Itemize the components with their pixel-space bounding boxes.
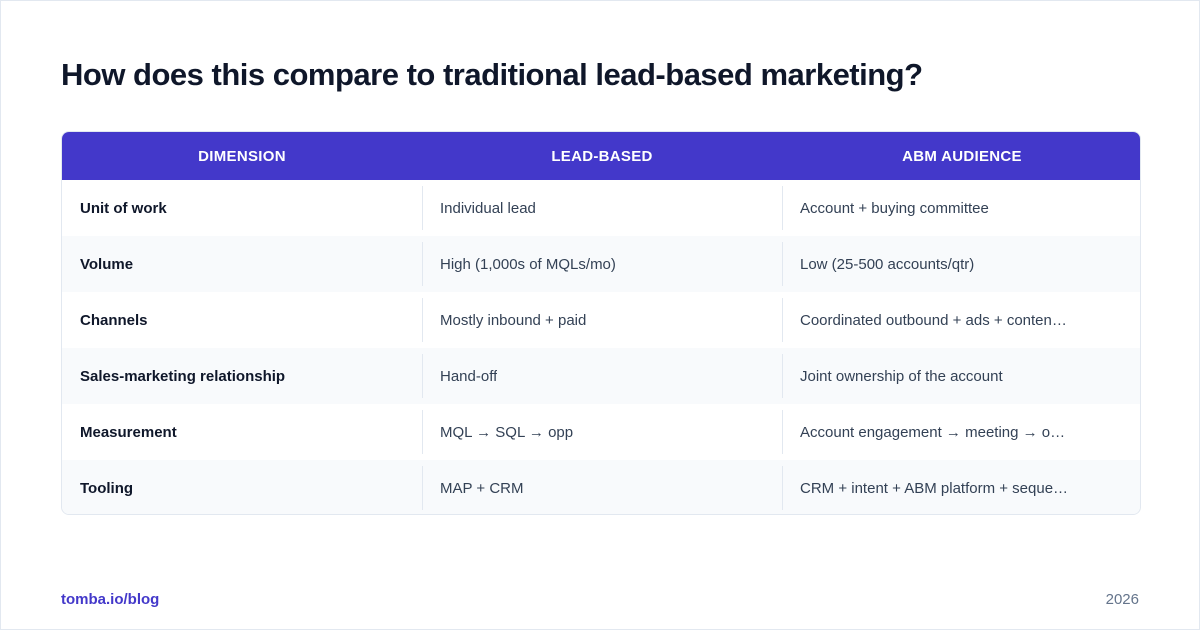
cell-text: Sales-marketing relationship [80, 367, 286, 385]
page-title: How does this compare to traditional lea… [61, 57, 923, 92]
cell-text: MAP + CRM [440, 479, 524, 497]
row-abm-cell: Account engagement → meeting → opp … [782, 404, 1140, 460]
row-dimension-cell: Tooling [62, 460, 422, 514]
row-lead-based-cell: MAP + CRM [422, 460, 782, 514]
table-row: Sales-marketing relationship Hand-off Jo… [62, 348, 1140, 404]
source-link[interactable]: tomba.io/blog [61, 591, 160, 608]
table-row: Volume High (1,000s of MQLs/mo) Low (25-… [62, 236, 1140, 292]
row-abm-cell: Low (25-500 accounts/qtr) [782, 236, 1140, 292]
cell-text: Account engagement → meeting → opp … [800, 423, 1070, 441]
cell-text: Unit of work [80, 199, 167, 217]
cell-text: Coordinated outbound + ads + conten… [800, 311, 1067, 329]
cell-text: Channels [80, 311, 148, 329]
cell-text: Volume [80, 255, 134, 273]
cell-text: MQL → SQL → opp [440, 423, 574, 441]
row-lead-based-cell: Mostly inbound + paid [422, 292, 782, 348]
cell-text: Low (25-500 accounts/qtr) [800, 255, 975, 273]
row-dimension-cell: Measurement [62, 404, 422, 460]
column-header-lead-based: LEAD-BASED [551, 147, 653, 165]
cell-text: Account + buying committee [800, 199, 989, 217]
cell-text: Mostly inbound + paid [440, 311, 587, 329]
row-abm-cell: CRM + intent + ABM platform + seque… [782, 460, 1140, 514]
row-dimension-cell: Channels [62, 292, 422, 348]
row-lead-based-cell: MQL → SQL → opp [422, 404, 782, 460]
row-abm-cell: Account + buying committee [782, 180, 1140, 236]
row-dimension-cell: Volume [62, 236, 422, 292]
cell-text: Tooling [80, 479, 134, 497]
cell-text: Measurement [80, 423, 177, 441]
cell-text: CRM + intent + ABM platform + seque… [800, 479, 1069, 497]
table-header: DIMENSION LEAD-BASED ABM AUDIENCE [62, 132, 1140, 180]
table-row: Measurement MQL → SQL → opp Account enga… [62, 404, 1140, 460]
row-lead-based-cell: Individual lead [422, 180, 782, 236]
row-abm-cell: Coordinated outbound + ads + conten… [782, 292, 1140, 348]
row-lead-based-cell: Hand-off [422, 348, 782, 404]
table-row: Tooling MAP + CRM CRM + intent + ABM pla… [62, 460, 1140, 514]
table-row: Unit of work Individual lead Account + b… [62, 180, 1140, 236]
row-dimension-cell: Unit of work [62, 180, 422, 236]
cell-text: Individual lead [440, 199, 536, 217]
column-header-abm-audience: ABM AUDIENCE [902, 147, 1022, 165]
year-label: 2026 [1105, 591, 1139, 608]
row-dimension-cell: Sales-marketing relationship [62, 348, 422, 404]
cell-text: Joint ownership of the account [800, 367, 1003, 385]
row-abm-cell: Joint ownership of the account [782, 348, 1140, 404]
cell-text: High (1,000s of MQLs/mo) [440, 255, 616, 273]
column-header-dimension: DIMENSION [198, 147, 286, 165]
table-row: Channels Mostly inbound + paid Coordinat… [62, 292, 1140, 348]
comparison-table: DIMENSION LEAD-BASED ABM AUDIENCE Unit o… [61, 131, 1141, 515]
cell-text: Hand-off [440, 367, 498, 385]
row-lead-based-cell: High (1,000s of MQLs/mo) [422, 236, 782, 292]
